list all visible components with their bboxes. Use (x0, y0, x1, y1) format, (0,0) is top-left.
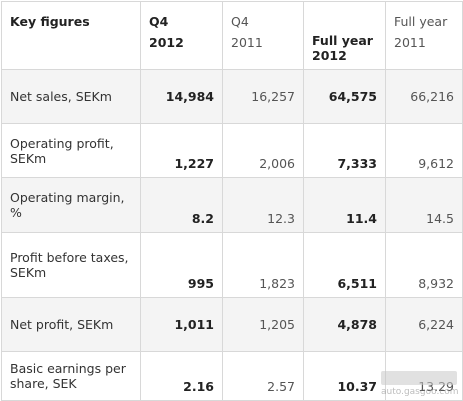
table-row: Basic earnings per share, SEK 2.16 2.57 … (1, 351, 463, 401)
cell-q4-2011: 16,257 (222, 69, 304, 124)
table-row: Operating margin, % 8.2 12.3 11.4 14.5 (1, 177, 463, 233)
cell-fy-2011: 14.5 (385, 177, 463, 233)
cell-fy-2011: 8,932 (385, 232, 463, 298)
row-label: Net sales, SEKm (1, 69, 141, 124)
header-fy-2011-sub: 2011 (394, 35, 426, 50)
gasgoo-logo-icon (381, 371, 457, 385)
row-label: Operating profit, SEKm (1, 123, 141, 178)
header-fy-2012: Full year 2012 (303, 1, 386, 70)
header-q4-2012-sub: 2012 (149, 35, 184, 50)
header-q4-2011: Q4 2011 (222, 1, 304, 70)
table-row: Net profit, SEKm 1,011 1,205 4,878 6,224 (1, 297, 463, 352)
watermark-site-text: auto.gasgoo.com (381, 387, 459, 397)
gasgoo-watermark: auto.gasgoo.com (381, 371, 459, 399)
header-q4-2012: Q4 2012 (140, 1, 223, 70)
cell-fy-2011: 9,612 (385, 123, 463, 178)
header-fy-2012-top: Full year (312, 33, 373, 48)
table-row: Profit before taxes, SEKm 995 1,823 6,51… (1, 232, 463, 298)
row-label: Basic earnings per share, SEK (1, 351, 141, 401)
cell-q4-2012: 1,227 (140, 123, 223, 178)
cell-q4-2012: 2.16 (140, 351, 223, 401)
cell-fy-2012: 7,333 (303, 123, 386, 178)
cell-fy-2012: 6,511 (303, 232, 386, 298)
header-q4-2011-sub: 2011 (231, 35, 263, 50)
header-key-figures-label: Key figures (10, 14, 90, 29)
row-label: Net profit, SEKm (1, 297, 141, 352)
cell-fy-2011: 66,216 (385, 69, 463, 124)
cell-fy-2012: 64,575 (303, 69, 386, 124)
cell-q4-2012: 8.2 (140, 177, 223, 233)
header-key-figures: Key figures (1, 1, 141, 70)
cell-q4-2011: 1,823 (222, 232, 304, 298)
header-q4-2011-top: Q4 (231, 14, 249, 29)
cell-q4-2011: 1,205 (222, 297, 304, 352)
table-header-row: Key figures Q4 2012 Q4 2011 Full year 20… (1, 1, 463, 70)
cell-q4-2011: 2,006 (222, 123, 304, 178)
table-row: Operating profit, SEKm 1,227 2,006 7,333… (1, 123, 463, 178)
cell-q4-2012: 1,011 (140, 297, 223, 352)
cell-q4-2012: 14,984 (140, 69, 223, 124)
header-q4-2012-top: Q4 (149, 14, 169, 29)
cell-fy-2012: 10.37 (303, 351, 386, 401)
cell-q4-2012: 995 (140, 232, 223, 298)
cell-fy-2011: 6,224 (385, 297, 463, 352)
cell-q4-2011: 12.3 (222, 177, 304, 233)
header-fy-2012-sub: 2012 (312, 48, 347, 63)
header-fy-2011: Full year 2011 (385, 1, 463, 70)
cell-fy-2012: 4,878 (303, 297, 386, 352)
cell-fy-2012: 11.4 (303, 177, 386, 233)
table-row: Net sales, SEKm 14,984 16,257 64,575 66,… (1, 69, 463, 124)
cell-q4-2011: 2.57 (222, 351, 304, 401)
header-fy-2011-top: Full year (394, 14, 448, 29)
row-label: Profit before taxes, SEKm (1, 232, 141, 298)
row-label: Operating margin, % (1, 177, 141, 233)
